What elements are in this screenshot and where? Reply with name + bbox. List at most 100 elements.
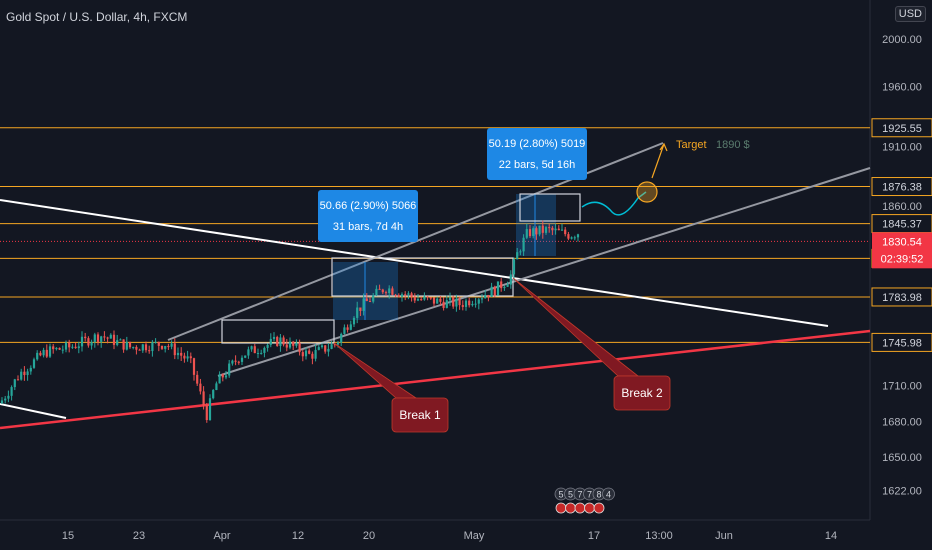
candle-body xyxy=(144,344,148,351)
candle-body xyxy=(544,227,548,233)
flag-icon xyxy=(565,502,576,514)
measurement-label-line1: 50.66 (2.90%) 5066 xyxy=(320,200,417,212)
candle-body xyxy=(125,341,128,350)
candle-body xyxy=(160,345,164,349)
candle-body xyxy=(84,336,87,339)
measure-range-2 xyxy=(516,194,556,256)
candle-body xyxy=(173,343,176,356)
candle-body xyxy=(365,298,368,302)
price-level-tag xyxy=(871,332,932,352)
target-label: Target xyxy=(676,139,707,151)
candle-body xyxy=(301,352,304,357)
measurement-label-box xyxy=(487,128,587,180)
candle-body xyxy=(356,307,359,318)
candle-body xyxy=(119,339,122,341)
candle-body xyxy=(330,344,333,349)
candle-body xyxy=(452,297,455,307)
countdown-label: 02:39:52 xyxy=(881,253,924,265)
candle-body xyxy=(218,374,221,384)
candle-body xyxy=(400,294,404,297)
candle-body xyxy=(295,342,298,346)
price-level-tag xyxy=(871,287,932,307)
candle-body xyxy=(538,225,541,235)
candle-body xyxy=(10,387,13,396)
candle-body xyxy=(522,237,525,252)
target-value-label: 1890 $ xyxy=(716,139,750,151)
flag-icon xyxy=(574,502,586,514)
candle-body xyxy=(548,227,551,229)
candle-body xyxy=(391,288,394,295)
current-price-label: 1830.54 xyxy=(882,236,922,248)
candle-body xyxy=(464,300,468,307)
candle-body xyxy=(388,288,391,294)
candle-body xyxy=(266,344,269,348)
candle-body xyxy=(500,281,503,289)
candle-body xyxy=(170,343,173,347)
measurement-label-line1: 50.19 (2.80%) 5019 xyxy=(489,138,586,150)
consolidation-box xyxy=(519,193,581,222)
candle-body xyxy=(269,338,272,345)
y-tick-label: 2000.00 xyxy=(882,34,922,46)
candle-body xyxy=(484,295,487,299)
candle-body xyxy=(106,337,109,339)
target-arrow xyxy=(651,142,668,179)
candle-body xyxy=(87,338,90,346)
candle-body xyxy=(340,333,343,343)
candle-body xyxy=(61,349,64,351)
price-level-label: 1845.37 xyxy=(882,219,922,231)
candle-body xyxy=(554,228,557,231)
candle-body xyxy=(74,346,77,349)
candle-body xyxy=(58,347,61,350)
candle-body xyxy=(503,286,506,289)
y-tick-label: 1680.00 xyxy=(882,416,922,428)
candle-body xyxy=(458,298,461,306)
candle-body xyxy=(183,355,186,359)
candle-body xyxy=(477,299,480,304)
candle-body xyxy=(570,237,573,239)
candle-body xyxy=(564,229,567,235)
candles xyxy=(0,220,580,423)
y-tick-label: 1960.00 xyxy=(882,82,922,94)
candle-body xyxy=(234,360,237,362)
candle-body xyxy=(103,336,106,338)
candle-body xyxy=(557,228,560,231)
candle-body xyxy=(288,341,292,348)
candle-body xyxy=(199,383,202,392)
candle-body xyxy=(0,400,4,404)
price-level-tag xyxy=(871,118,932,138)
candle-body xyxy=(573,237,576,239)
candle-body xyxy=(52,346,55,350)
candle-body xyxy=(128,341,132,348)
x-tick-label: 14 xyxy=(825,530,837,542)
candle-body xyxy=(368,301,372,303)
candle-body xyxy=(36,352,39,360)
candle-body xyxy=(567,234,570,239)
measurement-label-box xyxy=(318,190,418,242)
candle-body xyxy=(141,344,144,351)
candle-body xyxy=(445,300,448,308)
candle-body xyxy=(32,359,36,368)
currency-button[interactable]: USD xyxy=(894,6,926,22)
candle-body xyxy=(80,336,84,347)
candle-body xyxy=(560,229,564,231)
candle-body xyxy=(480,298,484,300)
candle-body xyxy=(132,346,135,348)
candle-body xyxy=(384,292,388,294)
candle-body xyxy=(93,334,96,342)
candle-body xyxy=(506,284,509,287)
candle-body xyxy=(532,228,535,237)
candle-body xyxy=(29,367,32,372)
price-level-tag xyxy=(871,177,932,197)
candle-body xyxy=(429,297,432,299)
candle-body xyxy=(247,349,250,356)
price-level-label: 1783.98 xyxy=(882,292,922,304)
event-badge-label: 5 xyxy=(568,490,573,500)
candle-body xyxy=(138,349,141,351)
candle-body xyxy=(26,371,29,376)
candle-body xyxy=(196,374,199,384)
candle-body xyxy=(336,342,340,345)
candle-body xyxy=(528,229,532,237)
candle-body xyxy=(496,281,500,296)
